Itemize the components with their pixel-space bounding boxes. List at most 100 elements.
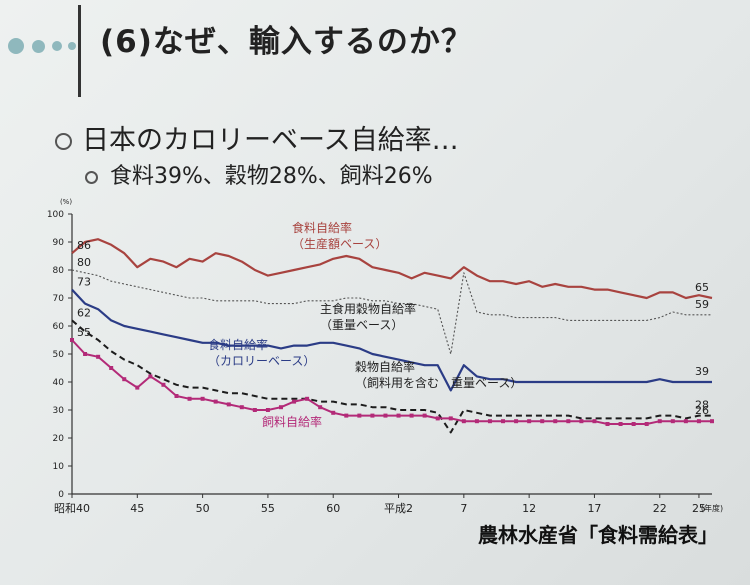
y-tick-label: 70 xyxy=(53,294,65,304)
x-tick-label: 22 xyxy=(653,502,667,515)
series-point-feed xyxy=(657,419,662,424)
series-point-feed xyxy=(501,419,506,424)
end-value-label: 28 xyxy=(695,399,709,412)
series-point-feed xyxy=(553,419,558,424)
start-value-label: 62 xyxy=(77,306,91,319)
y-unit-label: (%) xyxy=(60,198,72,206)
series-point-feed xyxy=(292,399,297,404)
series-point-feed xyxy=(305,396,310,401)
series-point-feed xyxy=(265,408,270,412)
series-point-feed xyxy=(148,374,153,379)
y-tick-label: 20 xyxy=(53,434,65,444)
series-point-feed xyxy=(161,382,166,387)
series-point-feed xyxy=(605,422,610,426)
x-tick-label: 50 xyxy=(196,502,210,515)
series-point-feed xyxy=(239,405,244,410)
x-tick-label: 60 xyxy=(326,502,340,515)
series-annotation: （重量ベース） xyxy=(320,318,403,332)
series-point-feed xyxy=(540,419,545,424)
y-tick-label: 100 xyxy=(47,210,64,220)
series-point-feed xyxy=(566,419,571,424)
series-point-feed xyxy=(461,419,466,424)
series-point-feed xyxy=(631,422,636,426)
series-point-feed xyxy=(70,338,74,342)
series-point-feed xyxy=(357,413,362,418)
bullet-icon xyxy=(85,170,98,184)
series-line-feed xyxy=(71,339,712,425)
y-tick-label: 30 xyxy=(53,406,65,416)
title-divider xyxy=(78,5,81,97)
series-point-feed xyxy=(644,422,649,426)
series-point-feed xyxy=(278,405,283,410)
series-line-staple_grain xyxy=(71,269,712,355)
series-point-feed xyxy=(618,422,623,426)
series-point-feed xyxy=(683,419,688,424)
end-value-label: 39 xyxy=(695,365,709,378)
y-tick-label: 0 xyxy=(58,490,64,500)
decorative-dot xyxy=(52,41,62,51)
series-line-production_value xyxy=(71,238,713,300)
y-tick-label: 50 xyxy=(53,350,65,360)
x-tick-label: 17 xyxy=(587,502,601,515)
series-point-feed xyxy=(174,394,179,398)
series-annotation: （生産額ベース） xyxy=(292,236,387,251)
start-value-label: 86 xyxy=(77,239,91,252)
x-tick-label: 45 xyxy=(130,502,144,515)
series-point-feed xyxy=(579,419,584,424)
series-annotation: 食料自給率 xyxy=(208,337,268,352)
section-subtitle: 日本のカロリーベース自給率… xyxy=(55,118,459,157)
series-point-feed xyxy=(448,416,453,421)
series-point-feed xyxy=(527,419,532,424)
end-value-label: 26 xyxy=(695,404,709,417)
series-point-feed xyxy=(422,413,427,418)
series-annotation: 食料自給率 xyxy=(292,220,352,235)
series-point-feed xyxy=(331,410,336,415)
y-tick-label: 60 xyxy=(53,322,65,332)
x-tick-label: 7 xyxy=(460,502,467,515)
decorative-dot xyxy=(32,40,45,53)
series-point-feed xyxy=(409,413,414,418)
decorative-dot xyxy=(68,42,76,50)
subtitle-text: 日本のカロリーベース自給率… xyxy=(82,125,459,156)
series-point-feed xyxy=(213,399,218,404)
series-point-feed xyxy=(487,419,492,424)
series-point-feed xyxy=(318,405,323,410)
x-tick-label: 55 xyxy=(261,502,275,515)
series-point-feed xyxy=(200,396,205,401)
bullet-icon xyxy=(55,133,72,150)
series-point-feed xyxy=(670,419,675,424)
page-title: (6)なぜ、輸入するのか？ xyxy=(100,24,473,60)
series-line-calorie xyxy=(71,288,712,392)
y-tick-label: 10 xyxy=(53,462,65,472)
x-unit-label: (年度) xyxy=(701,503,723,513)
series-point-feed xyxy=(710,419,714,424)
series-annotation: 主食用穀物自給率 xyxy=(320,301,416,316)
decorative-dot xyxy=(8,38,24,54)
summary-bullet: 食料39%、穀物28%、飼料26% xyxy=(85,158,433,190)
source-note: 農林水産省「食料需給表」 xyxy=(478,523,718,547)
series-point-feed xyxy=(696,419,701,424)
y-tick-label: 80 xyxy=(53,266,65,276)
start-value-label: 55 xyxy=(77,326,91,339)
start-value-label: 80 xyxy=(77,256,91,269)
series-point-feed xyxy=(226,402,231,407)
start-value-label: 73 xyxy=(77,276,91,289)
series-annotation: 飼料自給率 xyxy=(262,414,322,429)
end-value-label: 59 xyxy=(695,298,709,311)
series-point-feed xyxy=(370,413,375,418)
summary-text: 食料39%、穀物28%、飼料26% xyxy=(110,164,433,189)
series-point-feed xyxy=(252,408,257,412)
series-annotation: （カロリーベース） xyxy=(208,354,315,368)
series-point-feed xyxy=(109,366,114,370)
series-annotation: （飼料用を含む 重量ベース） xyxy=(355,375,522,390)
end-value-label: 65 xyxy=(695,281,709,294)
series-line-grain xyxy=(71,319,712,434)
series-point-feed xyxy=(83,352,88,356)
series-point-feed xyxy=(396,413,401,418)
y-tick-label: 40 xyxy=(53,378,65,388)
x-tick-label: 平成2 xyxy=(384,502,413,515)
series-point-feed xyxy=(383,413,388,418)
series-point-feed xyxy=(435,416,440,421)
